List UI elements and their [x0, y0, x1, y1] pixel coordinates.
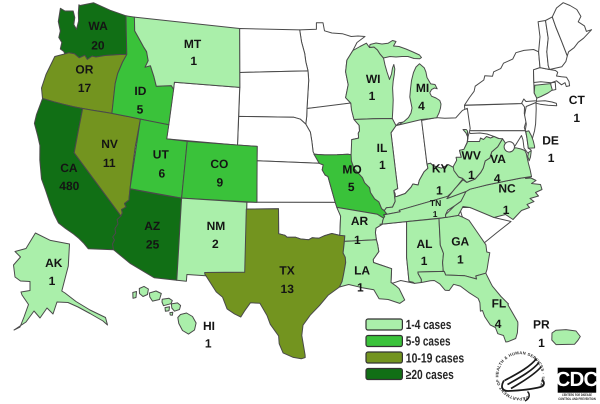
svg-text:1: 1	[503, 203, 510, 217]
svg-text:1: 1	[205, 337, 212, 351]
svg-text:1: 1	[421, 254, 428, 268]
svg-text:CT: CT	[569, 93, 586, 107]
svg-text:480: 480	[59, 179, 79, 193]
svg-text:25: 25	[146, 238, 160, 252]
svg-text:MI: MI	[416, 81, 429, 95]
svg-text:CENTERS FOR DISEASE: CENTERS FOR DISEASE	[562, 393, 593, 397]
svg-text:MO: MO	[342, 162, 361, 176]
svg-text:NM: NM	[207, 219, 226, 233]
svg-text:IL: IL	[377, 141, 388, 155]
svg-text:5: 5	[348, 180, 355, 194]
svg-text:AL: AL	[417, 237, 433, 251]
svg-text:1: 1	[49, 274, 56, 288]
svg-text:9: 9	[217, 176, 224, 190]
svg-text:4: 4	[494, 171, 501, 185]
svg-text:1: 1	[379, 158, 386, 172]
svg-text:5: 5	[137, 102, 144, 116]
svg-text:1: 1	[457, 253, 464, 267]
svg-text:KY: KY	[432, 161, 449, 175]
svg-text:11: 11	[103, 156, 116, 170]
svg-text:NV: NV	[101, 137, 118, 151]
svg-text:CONTROL AND PREVENTION: CONTROL AND PREVENTION	[558, 397, 596, 401]
svg-text:1-4 cases: 1-4 cases	[406, 317, 452, 332]
svg-text:DE: DE	[542, 134, 559, 148]
svg-text:GA: GA	[451, 235, 469, 249]
svg-text:TN: TN	[430, 198, 441, 208]
svg-text:4: 4	[495, 317, 502, 331]
svg-text:1: 1	[357, 281, 364, 295]
svg-text:CA: CA	[60, 161, 78, 175]
svg-text:1: 1	[436, 183, 443, 197]
svg-text:ID: ID	[134, 84, 146, 98]
svg-text:≥20 cases: ≥20 cases	[406, 367, 454, 382]
svg-text:OR: OR	[75, 62, 93, 76]
svg-text:17: 17	[78, 81, 92, 95]
svg-text:10-19 cases: 10-19 cases	[406, 350, 464, 365]
svg-text:1: 1	[548, 151, 555, 165]
svg-text:1: 1	[433, 209, 438, 219]
svg-text:2: 2	[212, 237, 219, 251]
svg-text:LA: LA	[354, 263, 370, 277]
svg-text:1: 1	[190, 54, 197, 68]
svg-text:MT: MT	[184, 37, 202, 51]
svg-text:1: 1	[369, 89, 376, 103]
svg-text:1: 1	[573, 111, 580, 125]
svg-text:NC: NC	[498, 181, 516, 195]
svg-text:HI: HI	[203, 319, 215, 333]
svg-text:WA: WA	[88, 19, 108, 33]
svg-text:FL: FL	[492, 297, 507, 311]
svg-text:6: 6	[158, 166, 165, 180]
svg-text:1: 1	[468, 168, 475, 182]
svg-text:VA: VA	[490, 152, 506, 166]
svg-text:4: 4	[418, 99, 425, 113]
svg-text:AR: AR	[351, 214, 369, 228]
svg-text:UT: UT	[153, 148, 170, 162]
svg-text:TX: TX	[279, 263, 294, 277]
svg-text:13: 13	[281, 282, 295, 296]
svg-text:CO: CO	[210, 157, 228, 171]
svg-text:AK: AK	[45, 256, 63, 270]
svg-text:1: 1	[354, 233, 361, 247]
svg-text:AZ: AZ	[144, 219, 160, 233]
svg-text:1: 1	[538, 336, 545, 350]
svg-text:5-9 cases: 5-9 cases	[406, 334, 451, 349]
svg-text:CDC: CDC	[555, 368, 598, 391]
svg-text:WI: WI	[366, 72, 381, 86]
svg-text:20: 20	[91, 38, 105, 52]
svg-text:PR: PR	[533, 318, 550, 332]
svg-text:WV: WV	[462, 149, 481, 163]
